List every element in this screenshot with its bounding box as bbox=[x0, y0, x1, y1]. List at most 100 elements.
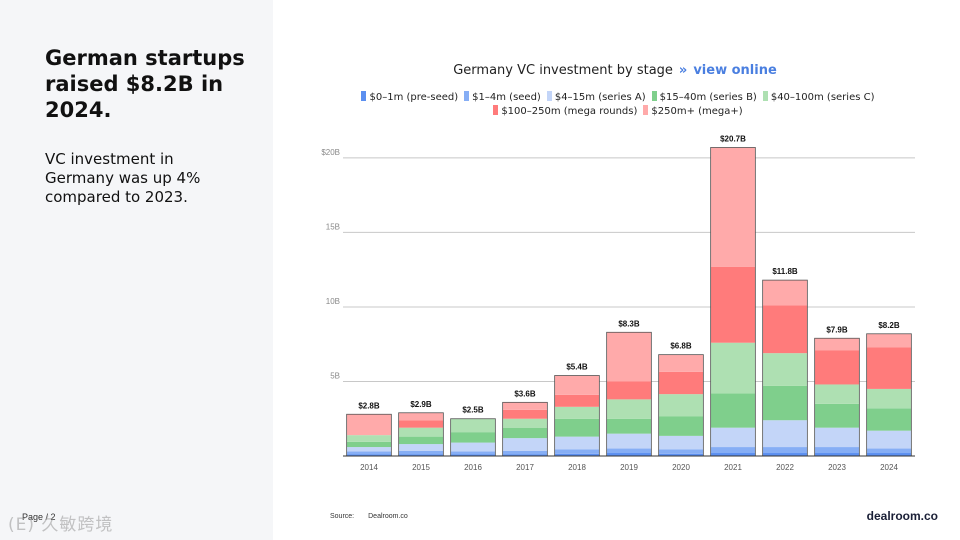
left-panel: German startups raised $8.2B in 2024. VC… bbox=[0, 0, 273, 540]
bar-segment bbox=[762, 447, 808, 454]
bar-segment bbox=[762, 305, 808, 354]
bar-segment bbox=[554, 375, 600, 395]
x-tick-label: 2019 bbox=[620, 463, 638, 472]
bar-segment bbox=[762, 420, 808, 448]
y-tick-label: 5B bbox=[330, 371, 340, 380]
bar-segment bbox=[398, 454, 444, 456]
bar-segment bbox=[814, 350, 860, 385]
source-label: Source: bbox=[330, 513, 355, 520]
bar-segment bbox=[606, 332, 652, 382]
bar-total-label: $7.9B bbox=[826, 325, 848, 334]
bar-total-label: $8.3B bbox=[618, 319, 640, 328]
bar-segment bbox=[346, 447, 392, 452]
bar-segment bbox=[606, 399, 652, 419]
bar-segment bbox=[346, 414, 392, 436]
bar-segment bbox=[710, 447, 756, 454]
bar-segment bbox=[658, 371, 704, 395]
x-tick-label: 2022 bbox=[776, 463, 794, 472]
x-tick-label: 2021 bbox=[724, 463, 742, 472]
bar-segment bbox=[710, 342, 756, 394]
bar-segment bbox=[866, 333, 912, 348]
legend-swatch bbox=[762, 91, 768, 101]
legend-swatch bbox=[643, 105, 649, 115]
bar-total-label: $20.7B bbox=[720, 134, 746, 143]
watermark: (E) 久敏跨境 bbox=[8, 515, 114, 535]
bar-segment bbox=[606, 381, 652, 400]
view-online-link[interactable]: view online bbox=[693, 63, 777, 78]
bar-segment bbox=[346, 441, 392, 448]
bar-segment bbox=[554, 418, 600, 437]
bar-segment bbox=[814, 427, 860, 448]
bar-total-label: $11.8B bbox=[772, 267, 798, 276]
bar-segment bbox=[554, 449, 600, 454]
legend-item: $250m+ (mega+) bbox=[643, 105, 743, 119]
bar-segment bbox=[606, 433, 652, 449]
bar-segment bbox=[502, 418, 548, 428]
x-tick-label: 2020 bbox=[672, 463, 690, 472]
bar-segment bbox=[450, 432, 496, 443]
bar-segment bbox=[658, 354, 704, 372]
legend-label: $100–250m (mega rounds) bbox=[501, 106, 638, 117]
bar-segment bbox=[398, 427, 444, 437]
bar-segment bbox=[866, 347, 912, 389]
bar-total-label: $6.8B bbox=[670, 342, 692, 351]
legend-swatch bbox=[493, 105, 499, 115]
bar-segment bbox=[554, 406, 600, 419]
bar-segment bbox=[866, 453, 912, 456]
bar-segment bbox=[502, 402, 548, 410]
bar-segment bbox=[866, 430, 912, 449]
bar-segment bbox=[554, 394, 600, 407]
x-tick-label: 2024 bbox=[880, 463, 898, 472]
page-number: Page / 2 bbox=[22, 512, 56, 522]
bar-segment bbox=[814, 384, 860, 404]
legend-item: $100–250m (mega rounds) bbox=[493, 105, 637, 119]
bar-segment bbox=[710, 147, 756, 267]
bar-segment bbox=[866, 388, 912, 409]
bar-segment bbox=[762, 280, 808, 306]
bar-segment bbox=[398, 412, 444, 421]
bar-segment bbox=[762, 385, 808, 421]
legend-swatch bbox=[651, 91, 657, 101]
legend-label: $250m+ (mega+) bbox=[651, 106, 743, 117]
bar-segment bbox=[502, 454, 548, 456]
legend-label: $15–40m (series B) bbox=[659, 92, 757, 103]
bar-segment bbox=[658, 394, 704, 417]
bar-segment bbox=[346, 454, 392, 456]
bar-segment bbox=[658, 449, 704, 454]
legend-swatch bbox=[546, 91, 552, 101]
bar-segment bbox=[502, 450, 548, 455]
bar-segment bbox=[398, 444, 444, 451]
bar-segment bbox=[710, 453, 756, 456]
bar-segment bbox=[450, 454, 496, 456]
legend-label: $1–4m (seed) bbox=[472, 92, 541, 103]
bar-total-label: $2.8B bbox=[358, 401, 380, 410]
bar-segment bbox=[866, 448, 912, 454]
bar-segment bbox=[398, 436, 444, 445]
legend-item: $0–1m (pre-seed) bbox=[361, 91, 458, 105]
y-tick-label: 15B bbox=[326, 222, 340, 231]
x-tick-label: 2015 bbox=[412, 463, 430, 472]
legend-label: $40–100m (series C) bbox=[770, 92, 875, 103]
legend-swatch bbox=[464, 91, 470, 101]
legend-label: $4–15m (series A) bbox=[554, 92, 646, 103]
bar-segment bbox=[866, 408, 912, 431]
bar-segment bbox=[502, 438, 548, 451]
bar-total-label: $8.2B bbox=[878, 321, 900, 330]
bar-segment bbox=[606, 418, 652, 434]
bar-segment bbox=[814, 447, 860, 454]
y-tick-label: $20B bbox=[321, 148, 340, 157]
brand-logo: dealroom.co bbox=[866, 509, 938, 523]
bar-segment bbox=[398, 420, 444, 428]
legend-swatch bbox=[361, 91, 367, 101]
source-value: Dealroom.co bbox=[368, 513, 408, 520]
bar-segment bbox=[346, 435, 392, 442]
legend-item: $4–15m (series A) bbox=[546, 91, 646, 105]
legend-item: $15–40m (series B) bbox=[651, 91, 757, 105]
bar-segment bbox=[554, 453, 600, 456]
bar-segment bbox=[554, 436, 600, 450]
bar-segment bbox=[658, 453, 704, 456]
bar-total-label: $2.5B bbox=[462, 406, 484, 415]
x-tick-label: 2016 bbox=[464, 463, 482, 472]
headline: German startups raised $8.2B in 2024. bbox=[45, 46, 245, 122]
bar-segment bbox=[606, 453, 652, 456]
